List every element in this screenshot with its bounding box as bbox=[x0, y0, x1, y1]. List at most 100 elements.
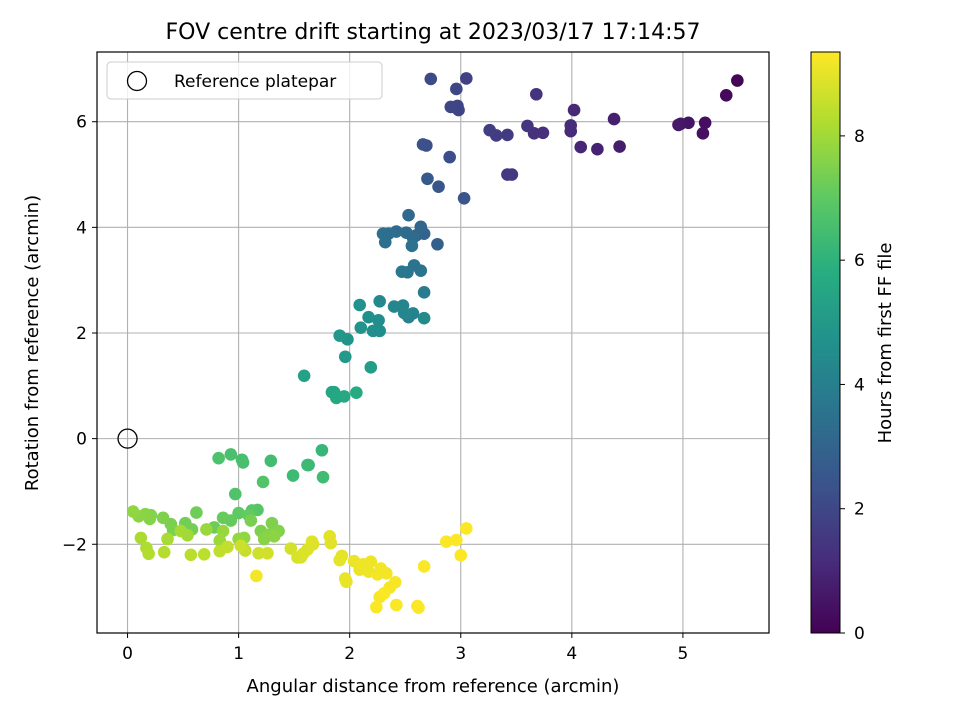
data-point bbox=[521, 119, 534, 133]
data-point bbox=[338, 350, 352, 364]
legend-label-reference: Reference platepar bbox=[174, 72, 336, 92]
data-point bbox=[440, 535, 453, 548]
data-point bbox=[161, 532, 174, 546]
data-point bbox=[236, 456, 250, 469]
data-point bbox=[362, 310, 375, 324]
data-point bbox=[380, 567, 393, 580]
data-point bbox=[252, 546, 265, 560]
data-point bbox=[444, 100, 458, 114]
data-point bbox=[390, 598, 403, 612]
data-point bbox=[315, 443, 329, 457]
legend-reference-marker-icon bbox=[126, 70, 148, 92]
data-point bbox=[353, 298, 366, 312]
data-point bbox=[316, 470, 330, 484]
data-point bbox=[400, 226, 413, 239]
data-point bbox=[405, 239, 419, 253]
plot-frame bbox=[96, 51, 770, 634]
data-point bbox=[483, 123, 496, 137]
data-point bbox=[417, 311, 431, 325]
data-point bbox=[731, 74, 744, 87]
data-point bbox=[450, 533, 463, 547]
data-point bbox=[417, 286, 431, 299]
data-point bbox=[200, 523, 213, 536]
data-point bbox=[366, 324, 380, 338]
x-tick-label: 2 bbox=[344, 644, 355, 664]
data-point bbox=[190, 506, 203, 519]
x-tick-label: 4 bbox=[566, 644, 577, 664]
data-point bbox=[567, 103, 581, 117]
data-point bbox=[719, 89, 733, 102]
data-point bbox=[397, 306, 411, 320]
data-point bbox=[372, 314, 385, 327]
legend-box bbox=[106, 61, 383, 100]
colorbar-tick-label: 2 bbox=[854, 500, 865, 520]
data-point bbox=[350, 386, 363, 399]
y-tick-label: 4 bbox=[76, 218, 87, 238]
data-point bbox=[536, 126, 550, 140]
y-tick-label: −2 bbox=[62, 535, 87, 555]
data-point bbox=[244, 514, 258, 527]
x-tick-label: 1 bbox=[233, 644, 244, 664]
data-point bbox=[402, 208, 415, 222]
data-point bbox=[421, 172, 434, 186]
y-axis-label: Rotation from reference (arcmin) bbox=[22, 195, 43, 491]
data-point bbox=[301, 458, 314, 472]
x-tick-label: 5 bbox=[678, 644, 689, 664]
data-point bbox=[432, 180, 445, 193]
scatter-points bbox=[126, 72, 744, 614]
colorbar-tick-label: 6 bbox=[854, 251, 865, 271]
data-point bbox=[134, 531, 148, 545]
data-point bbox=[261, 546, 274, 560]
data-point bbox=[364, 555, 378, 568]
reference-platepar-marker bbox=[117, 428, 138, 449]
data-point bbox=[212, 451, 225, 465]
data-point bbox=[613, 140, 626, 153]
y-tick-label: 2 bbox=[76, 324, 87, 344]
data-point bbox=[574, 140, 588, 154]
data-point bbox=[370, 600, 383, 614]
data-point bbox=[607, 112, 621, 126]
grid-lines bbox=[97, 52, 769, 633]
data-point bbox=[197, 548, 211, 561]
data-point bbox=[156, 511, 170, 525]
x-tick-label: 3 bbox=[455, 644, 466, 664]
data-point bbox=[264, 454, 278, 468]
data-point bbox=[529, 87, 543, 101]
data-point bbox=[174, 524, 188, 538]
data-point bbox=[698, 116, 712, 130]
data-point bbox=[354, 321, 368, 335]
data-point bbox=[501, 128, 514, 142]
data-point bbox=[417, 560, 431, 573]
x-tick-label: 0 bbox=[122, 644, 133, 664]
data-point bbox=[333, 553, 346, 567]
data-point bbox=[305, 535, 319, 548]
data-point bbox=[267, 530, 281, 543]
data-point bbox=[221, 540, 234, 554]
x-axis-label: Angular distance from reference (arcmin) bbox=[247, 676, 620, 697]
data-point bbox=[324, 536, 338, 550]
data-point bbox=[286, 469, 300, 482]
data-point bbox=[340, 575, 353, 589]
colorbar-label: Hours from first FF file bbox=[875, 243, 896, 444]
data-point bbox=[460, 522, 473, 535]
data-point bbox=[696, 127, 710, 140]
data-point bbox=[216, 524, 230, 538]
data-point bbox=[457, 192, 471, 205]
colorbar: 0 2 4 6 8 Hours from first FF file bbox=[810, 51, 896, 644]
data-point bbox=[454, 549, 468, 562]
data-point bbox=[284, 542, 298, 555]
data-point bbox=[501, 168, 514, 181]
data-point bbox=[387, 300, 401, 313]
data-point bbox=[333, 329, 346, 342]
x-axis: 0 1 2 3 4 5 bbox=[122, 633, 688, 664]
data-point bbox=[450, 82, 463, 96]
data-point bbox=[416, 138, 430, 151]
data-point bbox=[126, 505, 140, 518]
data-point bbox=[250, 569, 263, 583]
data-point bbox=[672, 118, 685, 132]
y-tick-label: 6 bbox=[76, 113, 87, 133]
data-point bbox=[443, 150, 456, 164]
data-point bbox=[142, 547, 155, 561]
data-point bbox=[377, 587, 391, 600]
data-point bbox=[395, 265, 409, 279]
